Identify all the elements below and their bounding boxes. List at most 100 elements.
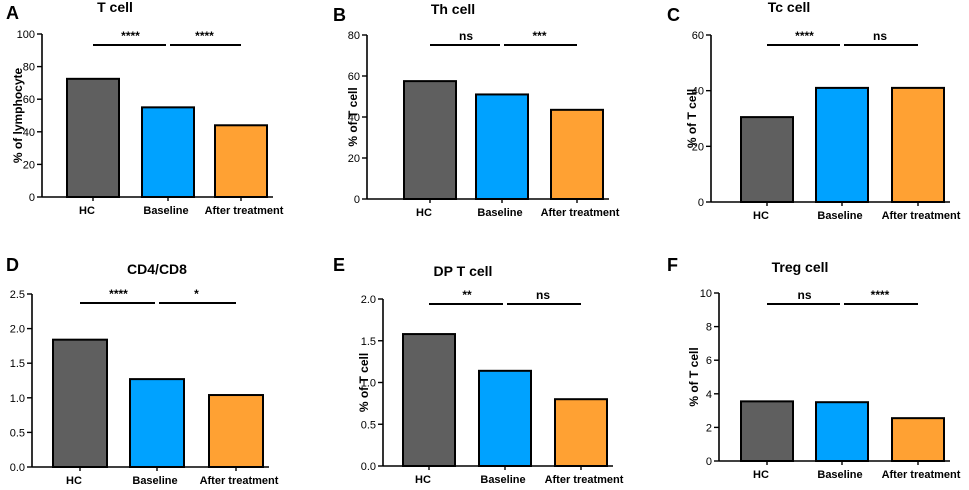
panel-title: CD4/CD8 [127,261,187,277]
panel-letter: F [667,255,678,275]
category-label-hc: HC [753,210,769,222]
y-tick-label: 0.0 [10,462,25,474]
y-tick-label: 40 [348,112,360,124]
y-tick-label: 40 [692,86,704,98]
bar-hc [66,77,120,198]
bar-baseline [129,378,185,468]
significance-label: ns [536,288,550,302]
category-label-after-treatment: After treatment [882,210,961,222]
panel-title: Treg cell [772,259,829,275]
panel-title: Th cell [431,1,475,17]
y-tick-label: 0.5 [361,419,376,431]
significance-label: **** [795,29,814,43]
y-tick-label: 1.5 [361,336,376,348]
bar-hc [52,338,108,468]
panel-letter: D [6,255,19,275]
panel-letter: E [333,255,345,275]
y-tick-label: 2.5 [10,289,25,301]
bar-hc [740,400,794,462]
category-label-after-treatment: After treatment [541,207,620,219]
panel-e: E DP T cell 0.0 0.5 1.0 1.5 2.0 % of T cell HC Ba… [333,255,624,486]
significance-label: ** [462,288,472,302]
significance-label: ns [873,29,887,43]
y-tick-label: 1.0 [10,393,25,405]
category-label-hc: HC [753,469,769,481]
category-label-hc: HC [66,475,82,487]
y-tick-label: 0.0 [361,461,376,473]
panel-d: D CD4/CD8 0.0 0.5 1.0 1.5 2.0 2.5 HC Baseline Afte… [6,255,279,487]
significance-label: **** [871,288,890,302]
bar-baseline [815,401,869,463]
category-label-baseline: Baseline [480,474,525,486]
y-tick-label: 20 [348,153,360,165]
category-label-baseline: Baseline [477,207,522,219]
bar-after-treatment [208,394,264,469]
panel-letter: A [6,3,19,23]
bar-after-treatment [891,86,945,203]
panel-a: A T cell 0 20 40 60 80 100 % of lymphocyte HC Base… [6,0,284,217]
category-label-after-treatment: After treatment [200,475,279,487]
category-label-after-treatment: After treatment [882,469,961,481]
y-axis-label: % of lymphocyte [11,68,25,164]
panel-title: DP T cell [434,263,493,279]
y-tick-label: 40 [23,127,35,139]
y-tick-label: 60 [348,71,360,83]
significance-label: ns [797,288,811,302]
bar-baseline [141,106,195,198]
significance-label: **** [109,287,128,301]
significance-label: **** [195,29,214,43]
panel-b: B Th cell 0 20 40 60 80 % of T cell HC Baseline Af… [333,1,620,219]
y-tick-label: 0 [706,456,712,468]
bar-after-treatment [550,108,604,200]
significance-label: ns [459,29,473,43]
category-label-baseline: Baseline [817,210,862,222]
y-tick-label: 60 [23,94,35,106]
bar-baseline [475,93,529,200]
y-tick-label: 80 [348,30,360,42]
y-tick-label: 1.0 [361,378,376,390]
panel-letter: B [333,5,346,25]
y-tick-label: 2 [706,422,712,434]
y-tick-label: 1.5 [10,358,25,370]
bar-after-treatment [214,124,268,198]
y-tick-label: 20 [692,141,704,153]
y-tick-label: 20 [23,159,35,171]
significance-label: * [194,287,199,301]
y-tick-label: 0.5 [10,427,25,439]
category-label-baseline: Baseline [132,475,177,487]
category-label-hc: HC [416,207,432,219]
y-tick-label: 8 [706,322,712,334]
panel-c: C Tc cell 0 20 40 60 % of T cell HC Baseline Afte… [667,0,961,222]
bar-hc [740,116,794,203]
panel-title: T cell [97,0,133,15]
y-axis-label: % of T cell [685,89,699,148]
category-label-baseline: Baseline [143,205,188,217]
y-axis-label: % of T cell [357,353,371,412]
category-label-baseline: Baseline [817,469,862,481]
bar-after-treatment [891,417,945,463]
y-axis-label: % of T cell [346,87,360,146]
y-tick-label: 80 [23,62,35,74]
y-tick-label: 2.0 [361,294,376,306]
y-tick-label: 6 [706,355,712,367]
bar-hc [402,333,456,467]
y-tick-label: 4 [706,389,712,401]
bar-hc [403,80,457,200]
y-tick-label: 0 [29,192,35,204]
significance-label: *** [532,29,546,43]
y-tick-label: 2.0 [10,324,25,336]
y-tick-label: 0 [698,197,704,209]
category-label-hc: HC [79,205,95,217]
y-tick-label: 0 [354,194,360,206]
significance-label: **** [121,29,140,43]
panel-letter: C [667,5,680,25]
y-tick-label: 10 [700,288,712,300]
bar-after-treatment [554,398,608,468]
y-axis-label: % of T cell [687,347,701,406]
category-label-after-treatment: After treatment [205,205,284,217]
panel-f: F Treg cell 0 2 4 6 8 10 % of T cell HC Baseline Af… [667,255,961,481]
y-tick-label: 60 [692,30,704,42]
bar-baseline [478,369,532,467]
bar-baseline [815,86,869,203]
